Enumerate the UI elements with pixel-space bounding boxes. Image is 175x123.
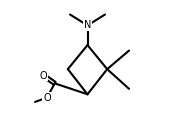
Text: O: O [43,93,51,103]
Text: N: N [84,20,91,30]
Text: O: O [40,71,48,81]
